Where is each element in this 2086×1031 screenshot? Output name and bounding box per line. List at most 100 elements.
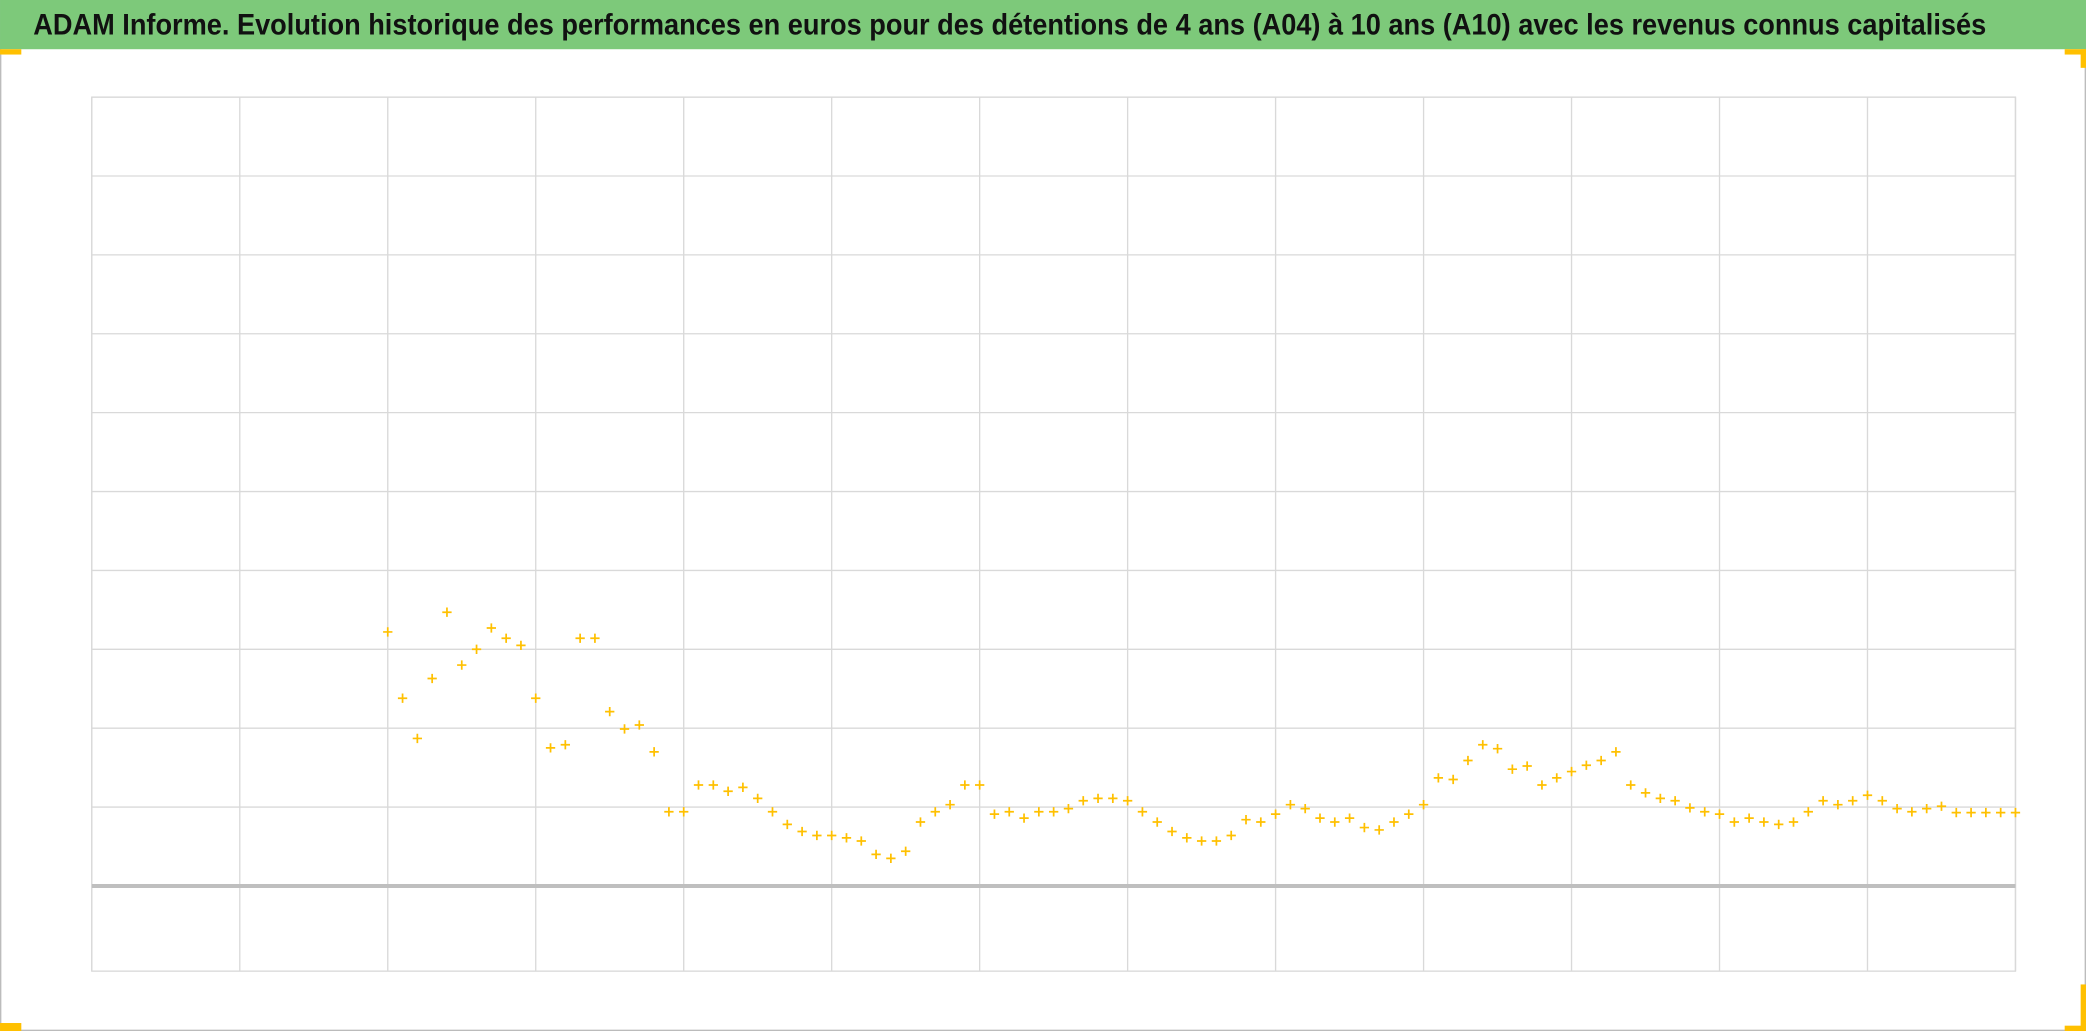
data-point [1922, 803, 1932, 814]
data-point [442, 607, 452, 617]
data-point [1848, 796, 1858, 806]
data-point [1596, 755, 1606, 766]
chart-title: ADAM Informe. Evolution historique des p… [33, 9, 1986, 41]
data-point [1241, 815, 1251, 825]
data-point [1862, 790, 1873, 800]
data-point [856, 836, 866, 846]
data-point [1892, 803, 1902, 814]
data-point [471, 644, 482, 654]
data-point [1981, 807, 1991, 818]
data-point [1389, 817, 1399, 827]
data-point [693, 780, 704, 790]
data-point [1996, 807, 2006, 818]
data-point [1936, 801, 1947, 811]
data-point [605, 706, 615, 717]
data-point [841, 833, 852, 843]
data-point [1655, 793, 1665, 804]
data-point [1552, 773, 1562, 783]
data-point [767, 807, 778, 817]
data-point [723, 786, 733, 796]
data-point [619, 724, 630, 734]
data-point [1788, 817, 1799, 827]
data-point [738, 782, 748, 792]
data-point [1907, 807, 1917, 817]
data-point [1507, 764, 1518, 774]
data-point [1492, 744, 1503, 754]
data-point [457, 660, 467, 670]
data-point [1966, 807, 1976, 818]
data-point [560, 740, 570, 750]
data-point [531, 693, 541, 703]
data-point [1833, 800, 1843, 810]
data-point [871, 849, 881, 860]
data-point [1877, 796, 1887, 806]
data-point [1256, 817, 1266, 827]
data-point [1744, 813, 1754, 823]
data-point [1108, 793, 1118, 804]
data-point [679, 807, 689, 817]
data-point [516, 640, 526, 651]
data-point [1611, 747, 1621, 757]
data-point [1626, 780, 1636, 790]
data-point [1344, 813, 1355, 823]
data-point [1167, 826, 1177, 837]
data-point [1685, 803, 1695, 813]
data-point [1774, 819, 1784, 830]
data-point [930, 807, 940, 817]
plot-area [91, 96, 2021, 972]
title-bar [0, 0, 2086, 50]
data-point [708, 780, 718, 790]
data-point [1093, 793, 1103, 804]
data-point [1196, 836, 1207, 846]
data-point [1285, 800, 1296, 810]
data-point [1122, 796, 1133, 806]
data-point [1404, 809, 1414, 819]
data-point [945, 800, 955, 810]
data-point [501, 633, 511, 643]
data-point [649, 747, 659, 757]
data-point [427, 673, 437, 684]
data-point [1478, 740, 1488, 750]
data-point [1300, 803, 1310, 814]
data-point [1759, 817, 1769, 827]
data-point [1034, 807, 1044, 817]
data-point [1581, 760, 1591, 770]
data-point [1063, 803, 1074, 814]
data-point [1226, 830, 1236, 841]
data-point [575, 633, 585, 643]
data-point [1330, 817, 1340, 827]
data-point [1803, 807, 1813, 817]
data-point [1315, 813, 1325, 823]
data-point [1463, 755, 1473, 766]
data-point [1019, 813, 1029, 823]
data-point [827, 830, 837, 841]
data-point [1048, 807, 1059, 817]
data-point [1359, 822, 1370, 833]
data-point [901, 846, 911, 856]
data-point [1951, 807, 1961, 818]
data-point [1182, 833, 1192, 843]
data-point [1418, 800, 1429, 810]
data-point [1522, 761, 1532, 771]
data-point [812, 830, 822, 841]
data-point [1566, 766, 1577, 777]
data-point [782, 819, 792, 830]
data-point [975, 780, 985, 790]
data-point [1448, 774, 1458, 785]
data-point [1670, 796, 1680, 806]
data-point [989, 809, 1000, 819]
data-point [1640, 788, 1651, 798]
data-point [1152, 817, 1162, 827]
data-point [960, 780, 970, 790]
data-point [1004, 807, 1014, 817]
data-point [797, 826, 807, 837]
data-point [886, 853, 896, 863]
data-point [486, 623, 497, 633]
data-point [1700, 807, 1710, 817]
data-point [1078, 796, 1088, 806]
data-point [397, 693, 408, 703]
data-point [634, 720, 644, 730]
